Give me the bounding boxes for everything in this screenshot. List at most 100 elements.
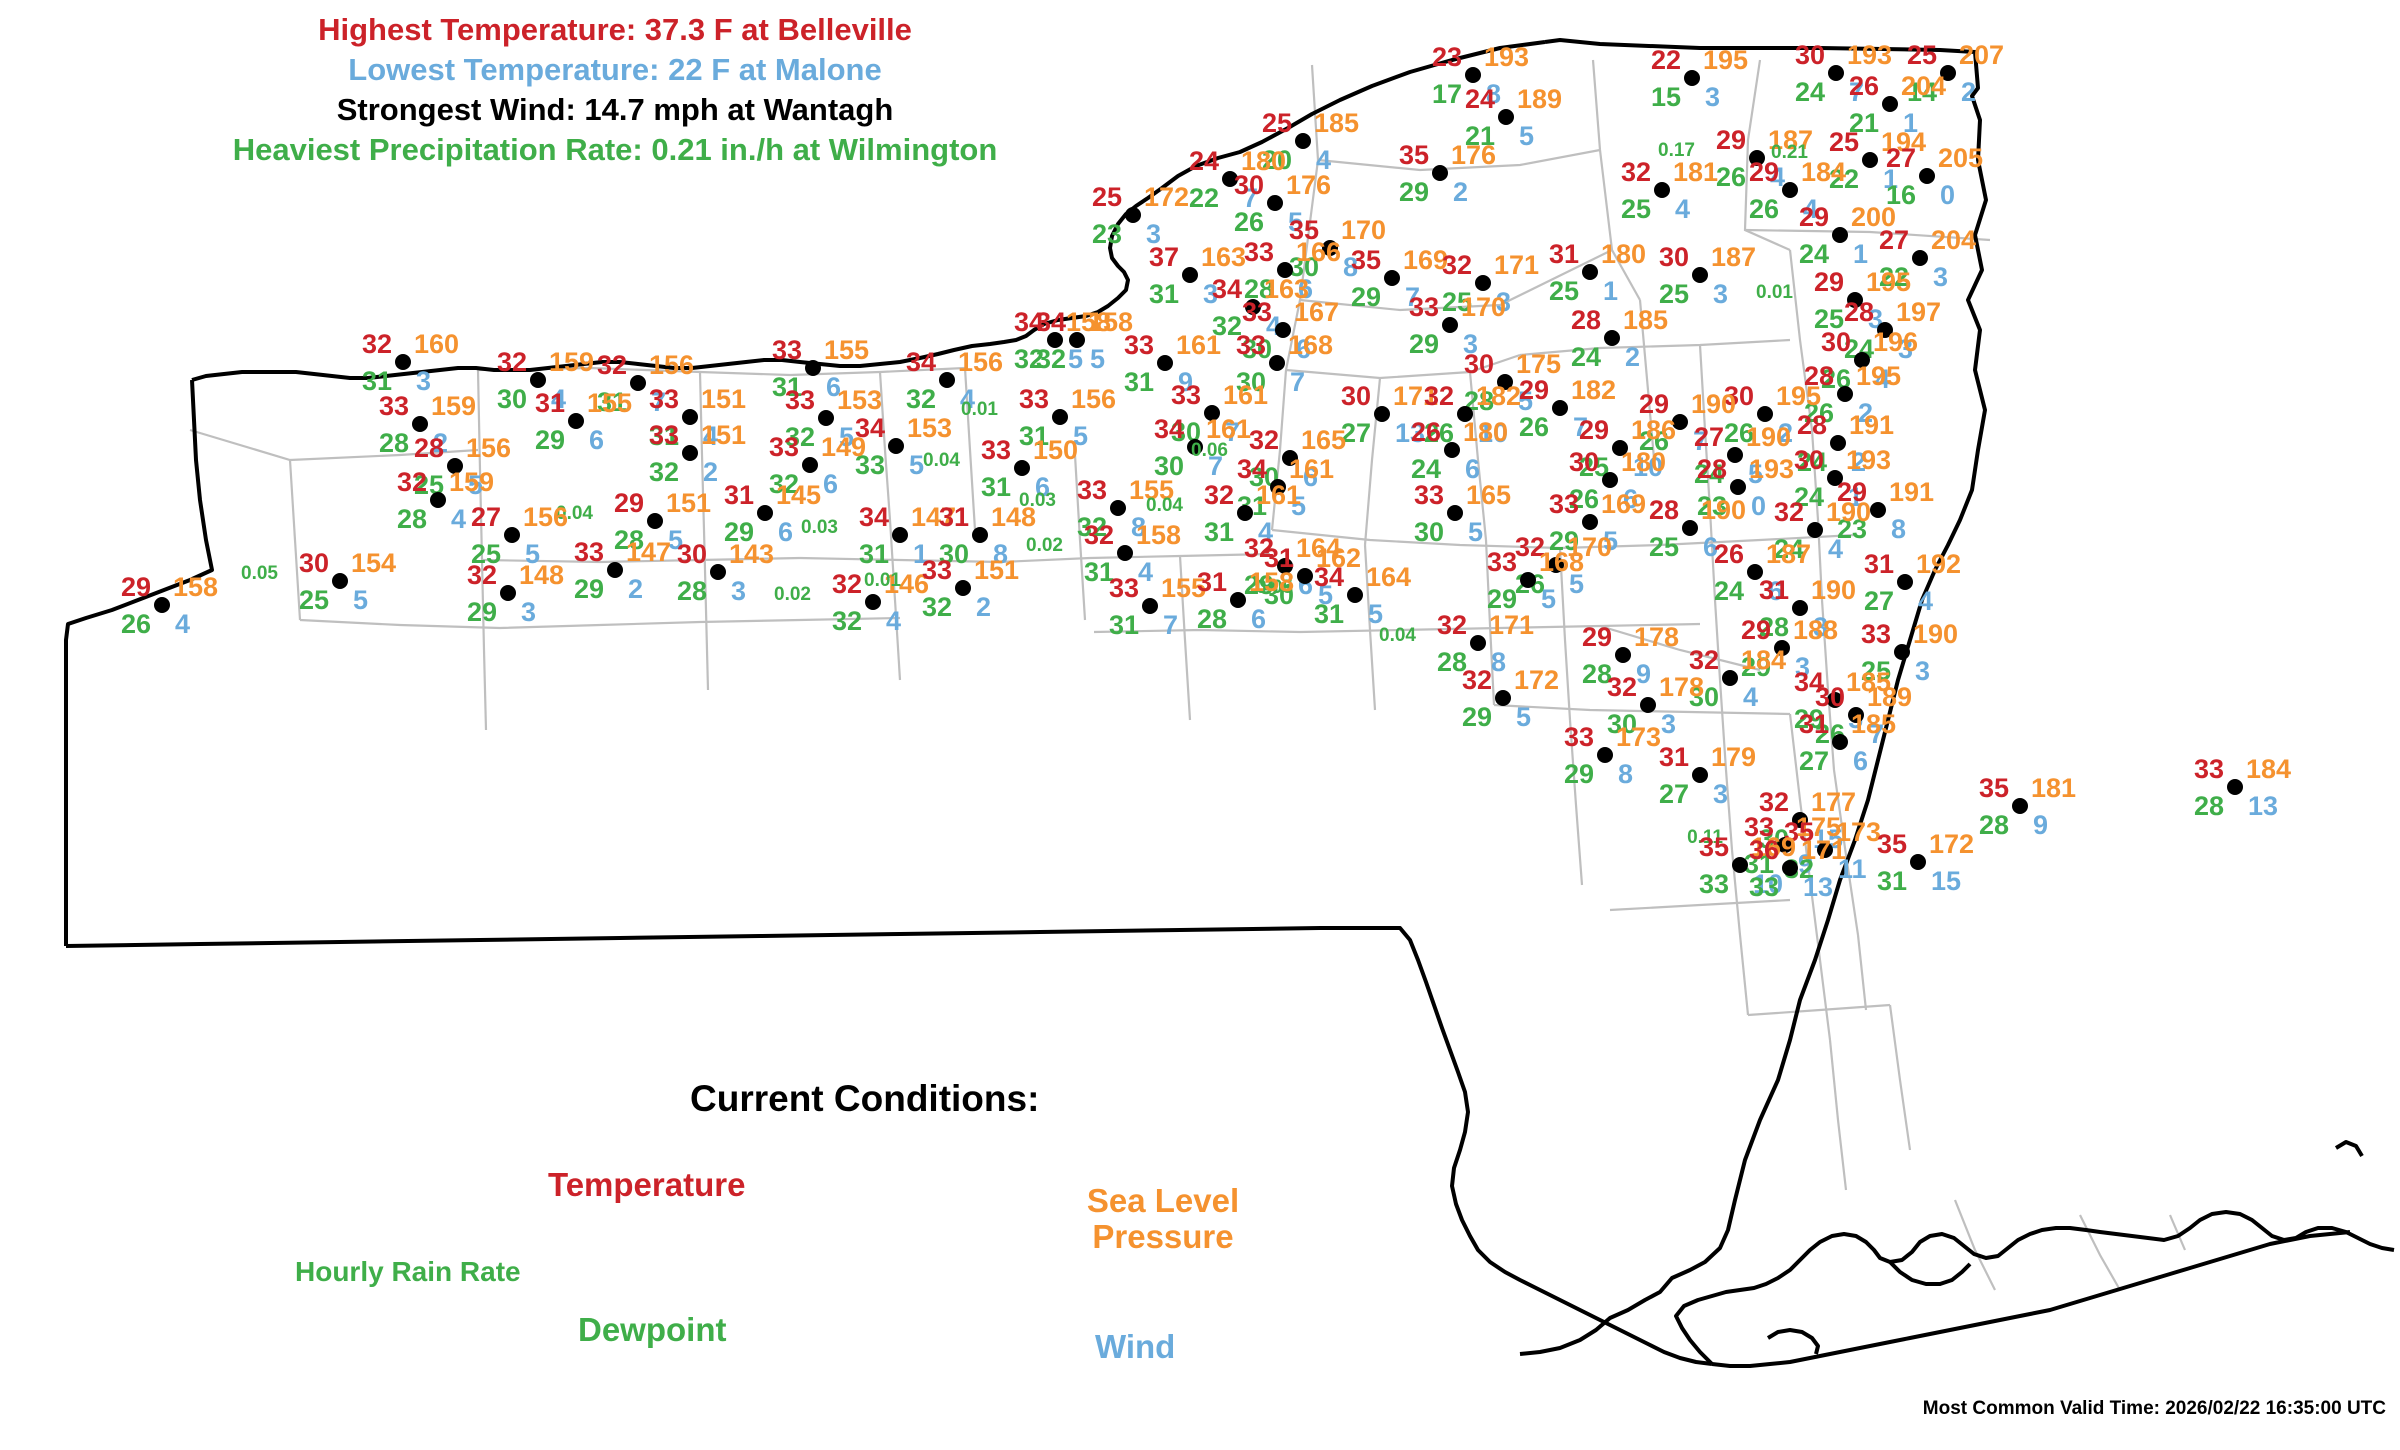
station-temperature: 25 (1906, 40, 1937, 70)
station-sea-level-pressure: 158 (1136, 520, 1182, 550)
station-temperature: 32 (1441, 250, 1472, 280)
station-temperature: 35 (1398, 140, 1429, 170)
station-dot-icon (1862, 152, 1878, 168)
station-temperature: 29 (1581, 622, 1612, 652)
station-wind: 4 (551, 384, 567, 414)
station-wind: 5 (1541, 584, 1557, 614)
station-dot-icon (757, 505, 773, 521)
station-sea-level-pressure: 204 (1901, 71, 1947, 101)
station-dot-icon (1612, 440, 1628, 456)
station-temperature: 33 (573, 537, 604, 567)
station-sea-level-pressure: 164 (1296, 533, 1342, 563)
station-dewpoint: 31 (1743, 849, 1774, 879)
station-wind: 7 (1869, 719, 1885, 749)
station-temperature: 31 (723, 480, 754, 510)
station-sea-level-pressure: 168 (1539, 547, 1585, 577)
station-dot-icon (1110, 500, 1126, 516)
station-temperature: 27 (1693, 422, 1724, 452)
station-dot-icon (892, 527, 908, 543)
station-dot-icon (1837, 386, 1853, 402)
station-sea-level-pressure: 158 (173, 572, 219, 602)
station-dewpoint: 26 (1723, 418, 1754, 448)
station-dot-icon (888, 438, 904, 454)
station-wind: 3 (1661, 709, 1677, 739)
station-dewpoint: 26 (1568, 484, 1599, 514)
station-rain-rate: 0.04 (556, 503, 593, 524)
station-temperature: 31 (534, 388, 565, 418)
station-dot-icon (1727, 447, 1743, 463)
station-sea-level-pressure: 187 (1766, 539, 1812, 569)
station-dot-icon (1792, 600, 1808, 616)
station-dewpoint: 30 (1263, 580, 1294, 610)
station-dewpoint: 25 (1441, 287, 1472, 317)
station-sea-level-pressure: 151 (701, 384, 747, 414)
station-wind: 13 (1395, 418, 1426, 448)
station-sea-level-pressure: 143 (729, 539, 775, 569)
station-dot-icon (647, 513, 663, 529)
station-dot-icon (412, 416, 428, 432)
station-dot-icon (1520, 572, 1536, 588)
station-temperature: 35 (1876, 829, 1907, 859)
station-wind: 3 (1463, 329, 1479, 359)
station-dewpoint: 32 (648, 457, 679, 487)
station-dewpoint: 32 (1211, 311, 1242, 341)
heaviest-precipitation-line: Heaviest Precipitation Rate: 0.21 in./h … (232, 132, 998, 167)
station-temperature: 27 (1885, 143, 1916, 173)
station-sea-level-pressure: 190 (1913, 619, 1959, 649)
station-temperature: 22 (1650, 45, 1681, 75)
station-temperature: 35 (1288, 215, 1319, 245)
station-wind: 1 (1883, 164, 1899, 194)
station-dot-icon (1919, 168, 1935, 184)
station-wind: 5 (1516, 702, 1532, 732)
station-sea-level-pressure: 195 (1866, 267, 1912, 297)
station-dewpoint: 26 (120, 609, 151, 639)
station-dot-icon (1582, 264, 1598, 280)
station-temperature: 24 (1464, 84, 1495, 114)
station-sea-level-pressure: 196 (1873, 327, 1919, 357)
station-temperature: 30 (1463, 349, 1494, 379)
station-wind: 6 (823, 469, 839, 499)
station-temperature: 34 (1035, 307, 1066, 337)
station-dewpoint: 25 (1658, 279, 1689, 309)
station-temperature: 33 (1076, 475, 1107, 505)
station-wind: 1 (1853, 239, 1869, 269)
station-temperature: 32 (1773, 497, 1804, 527)
station-dot-icon (972, 527, 988, 543)
station-dewpoint: 28 (1581, 659, 1612, 689)
station-sea-level-pressure: 148 (519, 560, 565, 590)
station-sea-level-pressure: 185 (1851, 709, 1897, 739)
station-dewpoint: 31 (1203, 517, 1234, 547)
station-wind: 4 (1743, 682, 1759, 712)
station-dewpoint: 29 (1740, 652, 1771, 682)
station-dot-icon (1282, 450, 1298, 466)
station-dot-icon (1782, 182, 1798, 198)
station-wind: 2 (1778, 418, 1794, 448)
station-temperature: 30 (1658, 242, 1689, 272)
station-sea-level-pressure: 171 (1494, 250, 1540, 280)
station-temperature: 33 (378, 391, 409, 421)
station-dot-icon (1828, 65, 1844, 81)
station-sea-level-pressure: 156 (1071, 384, 1117, 414)
station-temperature: 33 (1563, 722, 1594, 752)
station-dot-icon (1604, 330, 1620, 346)
station-dot-icon (1597, 747, 1613, 763)
station-temperature: 33 (1548, 489, 1579, 519)
station-dot-icon (1827, 470, 1843, 486)
station-dewpoint: 32 (831, 606, 862, 636)
station-rain-rate: 0.04 (1146, 495, 1183, 516)
station-temperature: 32 (1461, 665, 1492, 695)
station-temperature: 32 (1758, 787, 1789, 817)
station-dot-icon (955, 580, 971, 596)
station-sea-level-pressure: 147 (911, 502, 957, 532)
station-dot-icon (1792, 812, 1808, 828)
station-dot-icon (1270, 479, 1286, 495)
station-temperature: 34 (854, 413, 885, 443)
station-temperature: 23 (1431, 42, 1462, 72)
station-temperature: 33 (1743, 812, 1774, 842)
station-temperature: 33 (1241, 297, 1272, 327)
station-wind: 3 (521, 597, 537, 627)
station-rain-rate: 0.05 (241, 563, 278, 584)
station-sea-level-pressure: 161 (1206, 414, 1252, 444)
station-dewpoint: 27 (1863, 586, 1894, 616)
station-dewpoint: 31 (1018, 421, 1049, 451)
